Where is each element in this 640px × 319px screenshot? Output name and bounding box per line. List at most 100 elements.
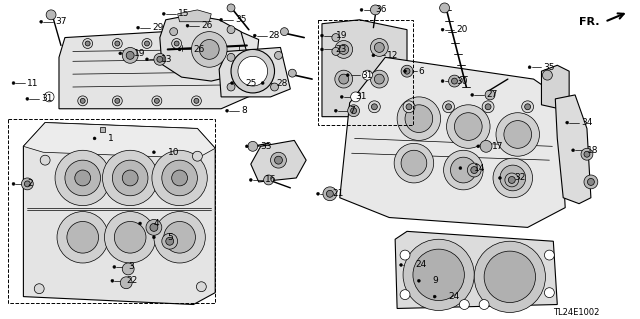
Circle shape (479, 300, 489, 309)
Circle shape (360, 8, 363, 11)
Circle shape (57, 211, 108, 263)
Circle shape (441, 28, 444, 31)
Circle shape (253, 34, 256, 37)
Polygon shape (395, 231, 557, 308)
Text: 28: 28 (276, 78, 288, 87)
Text: 6: 6 (419, 67, 424, 76)
Circle shape (454, 113, 482, 140)
Circle shape (369, 101, 380, 113)
Text: 35: 35 (543, 63, 555, 72)
Circle shape (399, 263, 403, 266)
Circle shape (227, 26, 235, 33)
Circle shape (111, 279, 114, 282)
Circle shape (528, 66, 531, 69)
Circle shape (152, 96, 162, 106)
Circle shape (321, 48, 323, 51)
Circle shape (80, 98, 85, 103)
Circle shape (150, 223, 158, 231)
Text: 24: 24 (449, 292, 460, 301)
Circle shape (362, 70, 372, 80)
Circle shape (12, 82, 15, 85)
Circle shape (174, 41, 179, 46)
Polygon shape (340, 57, 565, 227)
Circle shape (485, 104, 491, 110)
Circle shape (471, 93, 474, 96)
Circle shape (162, 160, 197, 196)
Circle shape (104, 211, 156, 263)
Circle shape (271, 152, 286, 168)
Circle shape (202, 39, 211, 48)
Circle shape (113, 96, 122, 106)
Circle shape (467, 163, 481, 177)
Circle shape (525, 104, 531, 110)
Circle shape (499, 176, 501, 180)
Circle shape (26, 97, 29, 100)
Circle shape (482, 101, 494, 113)
Circle shape (351, 108, 356, 114)
Circle shape (445, 104, 451, 110)
Bar (318, 20, 413, 125)
Circle shape (231, 49, 275, 93)
Circle shape (85, 41, 90, 46)
Circle shape (471, 167, 477, 174)
Circle shape (120, 277, 132, 289)
Text: 11: 11 (28, 78, 39, 87)
Circle shape (115, 98, 120, 103)
Circle shape (248, 141, 258, 151)
Circle shape (566, 121, 569, 124)
Text: 18: 18 (587, 146, 598, 155)
Circle shape (444, 150, 483, 190)
Text: 3: 3 (128, 263, 134, 271)
Text: 26: 26 (202, 21, 212, 30)
Polygon shape (556, 95, 591, 204)
Circle shape (245, 145, 248, 148)
Circle shape (136, 26, 140, 29)
Circle shape (401, 65, 413, 77)
Circle shape (275, 156, 282, 164)
Text: 20: 20 (456, 25, 468, 34)
Circle shape (545, 288, 554, 298)
Text: FR.: FR. (579, 17, 600, 27)
Text: 17: 17 (492, 142, 504, 151)
Circle shape (400, 250, 410, 260)
Circle shape (65, 160, 100, 196)
Polygon shape (160, 15, 249, 81)
Text: 24: 24 (415, 261, 426, 270)
Circle shape (449, 75, 460, 87)
Text: 16: 16 (264, 175, 276, 184)
Circle shape (474, 241, 545, 312)
Circle shape (225, 109, 228, 112)
Circle shape (250, 178, 252, 182)
Circle shape (264, 175, 273, 185)
Circle shape (394, 143, 434, 183)
Circle shape (261, 82, 264, 85)
Circle shape (154, 53, 166, 65)
Circle shape (238, 56, 268, 86)
Circle shape (397, 97, 440, 140)
Circle shape (113, 265, 116, 268)
Circle shape (162, 233, 178, 249)
Circle shape (339, 74, 349, 84)
Circle shape (78, 96, 88, 106)
Circle shape (166, 237, 173, 245)
Circle shape (142, 39, 152, 48)
Circle shape (403, 101, 415, 113)
Text: 31: 31 (41, 94, 52, 103)
Circle shape (485, 90, 495, 100)
Text: 1: 1 (108, 134, 114, 143)
Text: 4: 4 (154, 219, 159, 228)
Circle shape (163, 12, 165, 15)
Circle shape (572, 149, 575, 152)
Text: 36: 36 (376, 5, 387, 14)
Circle shape (122, 170, 138, 186)
Circle shape (145, 58, 148, 61)
Circle shape (460, 300, 469, 309)
Bar (8, 119, 215, 302)
Text: 19: 19 (134, 49, 146, 58)
Circle shape (433, 295, 436, 298)
Circle shape (334, 109, 337, 112)
Circle shape (35, 284, 44, 293)
Circle shape (55, 150, 110, 206)
Bar (100, 127, 106, 132)
Text: 31: 31 (356, 93, 367, 101)
